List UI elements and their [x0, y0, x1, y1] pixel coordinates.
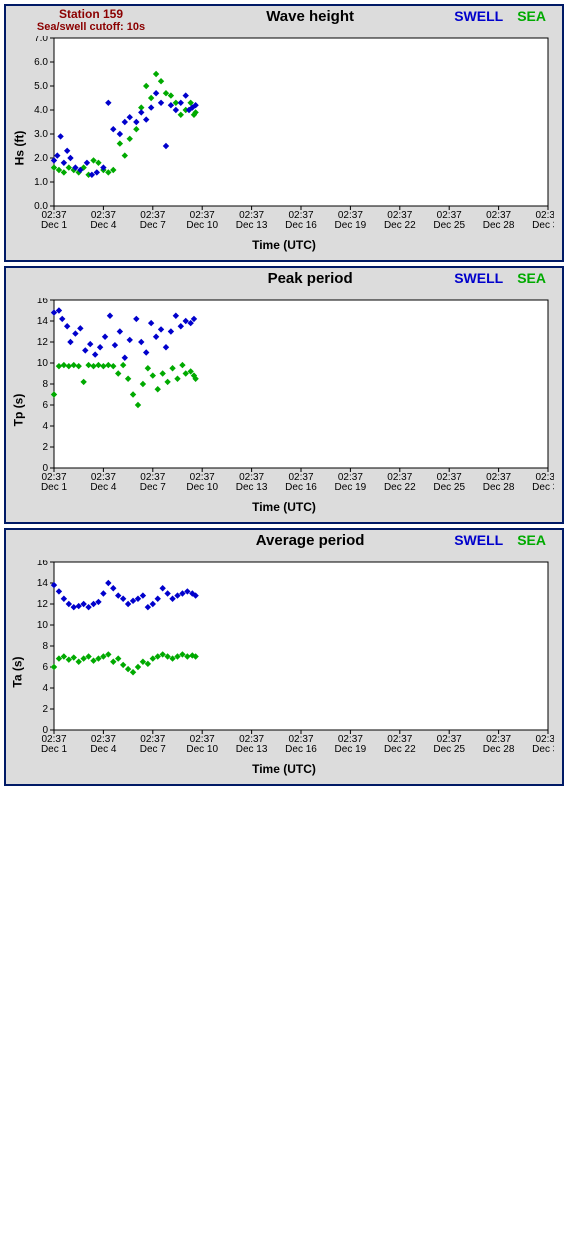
- svg-text:8: 8: [42, 379, 48, 390]
- svg-text:Dec 19: Dec 19: [335, 220, 367, 231]
- svg-text:2.0: 2.0: [34, 153, 48, 164]
- legend: SWELL SEA: [454, 8, 552, 24]
- y-axis-label: Ta (s): [11, 656, 25, 687]
- svg-text:Dec 25: Dec 25: [433, 220, 465, 231]
- svg-text:Dec 13: Dec 13: [236, 482, 268, 493]
- svg-text:4: 4: [42, 683, 48, 694]
- svg-text:Dec 22: Dec 22: [384, 744, 416, 755]
- svg-text:Dec 19: Dec 19: [335, 744, 367, 755]
- svg-text:1.0: 1.0: [34, 177, 48, 188]
- svg-text:Dec 1: Dec 1: [41, 744, 68, 755]
- legend: SWELL SEA: [454, 270, 552, 286]
- y-axis-label: Hs (ft): [12, 131, 26, 166]
- cutoff-label: Sea/swell cutoff: 10s: [16, 21, 166, 33]
- svg-text:12: 12: [37, 599, 49, 610]
- svg-text:3.0: 3.0: [34, 129, 48, 140]
- svg-text:Dec 28: Dec 28: [483, 220, 515, 231]
- svg-text:Dec 16: Dec 16: [285, 220, 317, 231]
- chart-svg: 0.01.02.03.04.05.06.07.002:37Dec 102:37D…: [14, 36, 554, 236]
- plot-area: Hs (ft)0.01.02.03.04.05.06.07.002:37Dec …: [6, 36, 562, 260]
- panel-header: Peak periodSWELL SEA: [6, 268, 562, 298]
- svg-text:Dec 4: Dec 4: [90, 220, 117, 231]
- svg-text:Dec 7: Dec 7: [140, 220, 167, 231]
- legend-sea: SEA: [517, 270, 546, 286]
- chart-title: Wave height: [166, 8, 454, 25]
- svg-text:Dec 4: Dec 4: [90, 744, 117, 755]
- legend-swell: SWELL: [454, 8, 503, 24]
- svg-text:Dec 28: Dec 28: [483, 482, 515, 493]
- svg-text:Dec 1: Dec 1: [41, 220, 68, 231]
- svg-text:Dec 7: Dec 7: [140, 482, 167, 493]
- svg-text:Dec 1: Dec 1: [41, 482, 68, 493]
- svg-text:4.0: 4.0: [34, 105, 48, 116]
- svg-text:7.0: 7.0: [34, 36, 48, 44]
- x-axis-label: Time (UTC): [14, 498, 554, 518]
- svg-text:2: 2: [42, 704, 48, 715]
- svg-text:Dec 10: Dec 10: [186, 482, 218, 493]
- x-axis-label: Time (UTC): [14, 760, 554, 780]
- y-axis-label: Tp (s): [11, 394, 25, 427]
- svg-text:Dec 7: Dec 7: [140, 744, 167, 755]
- legend-swell: SWELL: [454, 270, 503, 286]
- svg-text:Dec 10: Dec 10: [186, 220, 218, 231]
- chart-svg: 024681012141602:37Dec 102:37Dec 402:37De…: [14, 560, 554, 760]
- legend-sea: SEA: [517, 532, 546, 548]
- svg-text:16: 16: [37, 560, 49, 568]
- svg-text:8: 8: [42, 641, 48, 652]
- svg-text:Dec 16: Dec 16: [285, 744, 317, 755]
- panel-header: Station 159Sea/swell cutoff: 10sWave hei…: [6, 6, 562, 36]
- svg-text:Dec 22: Dec 22: [384, 482, 416, 493]
- svg-text:Dec 10: Dec 10: [186, 744, 218, 755]
- panel-header: Average periodSWELL SEA: [6, 530, 562, 560]
- svg-text:Dec 25: Dec 25: [433, 482, 465, 493]
- chart-svg: 024681012141602:37Dec 102:37Dec 402:37De…: [14, 298, 554, 498]
- svg-text:Dec 28: Dec 28: [483, 744, 515, 755]
- legend-sea: SEA: [517, 8, 546, 24]
- svg-text:Dec 31: Dec 31: [532, 482, 554, 493]
- svg-text:4: 4: [42, 421, 48, 432]
- legend-swell: SWELL: [454, 532, 503, 548]
- legend: SWELL SEA: [454, 532, 552, 548]
- svg-text:Dec 19: Dec 19: [335, 482, 367, 493]
- station-label: Station 159Sea/swell cutoff: 10s: [16, 8, 166, 33]
- svg-text:16: 16: [37, 298, 49, 306]
- svg-text:Dec 22: Dec 22: [384, 220, 416, 231]
- svg-text:12: 12: [37, 337, 49, 348]
- svg-text:6.0: 6.0: [34, 57, 48, 68]
- svg-text:5.0: 5.0: [34, 81, 48, 92]
- svg-text:6: 6: [42, 662, 48, 673]
- svg-text:10: 10: [37, 620, 49, 631]
- svg-text:6: 6: [42, 400, 48, 411]
- svg-text:Dec 16: Dec 16: [285, 482, 317, 493]
- svg-text:2: 2: [42, 442, 48, 453]
- svg-text:Dec 4: Dec 4: [90, 482, 117, 493]
- chart-title: Average period: [166, 532, 454, 549]
- chart-panel-tp: Peak periodSWELLSEATp (s)024681012141602…: [4, 266, 564, 524]
- svg-text:Dec 31: Dec 31: [532, 744, 554, 755]
- chart-panel-ta: Average periodSWELLSEATa (s)024681012141…: [4, 528, 564, 786]
- x-axis-label: Time (UTC): [14, 236, 554, 256]
- station-name: Station 159: [16, 8, 166, 21]
- svg-text:Dec 13: Dec 13: [236, 744, 268, 755]
- plot-area: Tp (s)024681012141602:37Dec 102:37Dec 40…: [6, 298, 562, 522]
- chart-panel-hs: Station 159Sea/swell cutoff: 10sWave hei…: [4, 4, 564, 262]
- chart-title: Peak period: [166, 270, 454, 287]
- svg-text:Dec 31: Dec 31: [532, 220, 554, 231]
- svg-text:14: 14: [37, 316, 49, 327]
- plot-area: Ta (s)024681012141602:37Dec 102:37Dec 40…: [6, 560, 562, 784]
- svg-text:Dec 13: Dec 13: [236, 220, 268, 231]
- svg-text:10: 10: [37, 358, 49, 369]
- svg-text:14: 14: [37, 578, 49, 589]
- svg-text:Dec 25: Dec 25: [433, 744, 465, 755]
